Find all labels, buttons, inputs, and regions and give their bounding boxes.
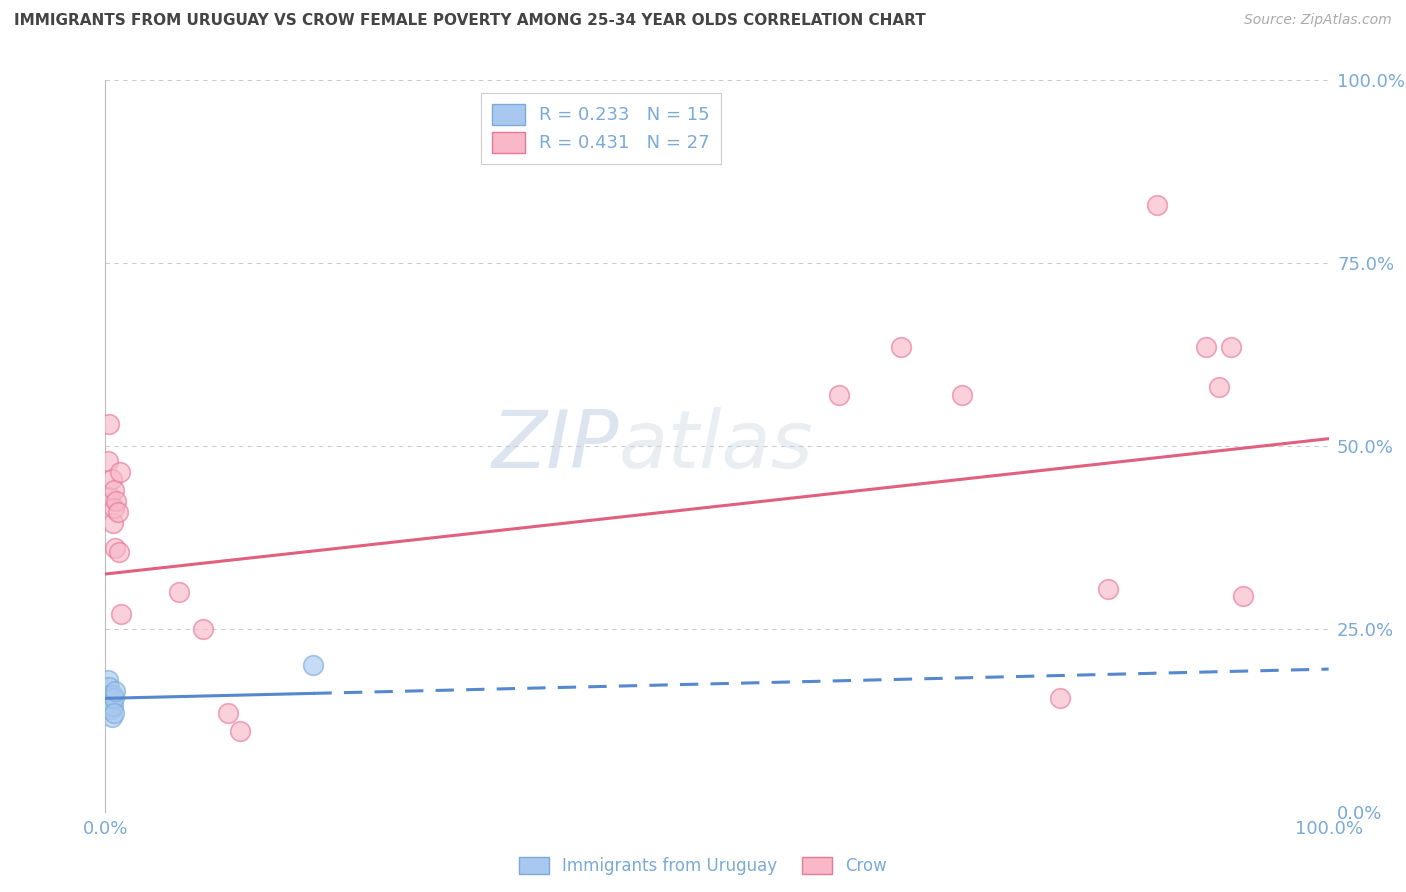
Point [108,465,131,479]
Point [1208,380,1230,394]
Point [101,698,124,713]
Point [193,622,215,636]
Point [103,691,125,706]
Point [104,684,127,698]
Point [104,541,127,556]
Point [103,706,125,720]
Legend: R = 0.233   N = 15, R = 0.431   N = 27: R = 0.233 N = 15, R = 0.431 N = 27 [481,93,721,163]
Point [100,472,122,486]
Point [1146,197,1168,211]
Point [217,706,239,720]
Point [110,607,132,622]
Point [1219,340,1241,354]
Point [167,585,190,599]
Point [98,417,121,431]
Text: ZIP: ZIP [492,407,619,485]
Text: IMMIGRANTS FROM URUGUAY VS CROW FEMALE POVERTY AMONG 25-34 YEAR OLDS CORRELATION: IMMIGRANTS FROM URUGUAY VS CROW FEMALE P… [14,13,925,29]
Point [1232,589,1254,603]
Point [107,505,129,519]
Text: atlas: atlas [619,407,814,485]
Point [101,516,124,530]
Point [889,340,911,354]
Point [98,698,121,713]
Point [108,545,131,559]
Point [98,681,121,695]
Point [103,501,125,516]
Point [229,724,252,739]
Legend: Immigrants from Uruguay, Crow: Immigrants from Uruguay, Crow [510,849,896,884]
Text: Source: ZipAtlas.com: Source: ZipAtlas.com [1244,13,1392,28]
Point [98,490,121,504]
Point [105,494,128,508]
Point [103,483,125,497]
Point [100,702,122,716]
Point [1195,340,1218,354]
Point [828,388,851,402]
Point [1049,691,1071,706]
Point [100,691,122,706]
Point [97,702,120,716]
Point [101,688,124,702]
Point [100,709,122,723]
Point [1097,582,1119,596]
Point [950,388,973,402]
Point [302,658,325,673]
Point [98,691,121,706]
Point [98,688,121,702]
Point [97,673,120,687]
Point [97,453,120,467]
